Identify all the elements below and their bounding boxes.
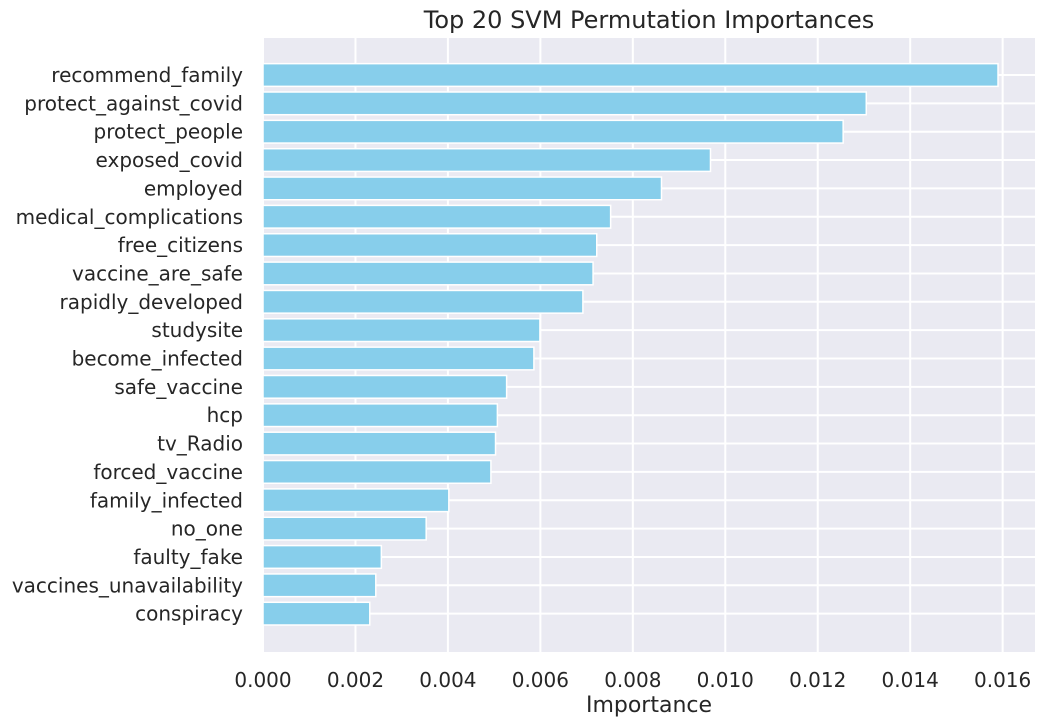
x-tick-label: 0.002 xyxy=(327,668,384,692)
bar-hcp xyxy=(262,403,499,428)
y-tick-label: become_infected xyxy=(72,347,243,371)
x-tick-label: 0.008 xyxy=(604,668,661,692)
bar-rapidly_developed xyxy=(262,289,584,314)
bar-free_citizens xyxy=(262,233,598,258)
y-tick-label: hcp xyxy=(207,403,243,427)
bar-safe_vaccine xyxy=(262,374,508,399)
y-tick-label: vaccines_unavailability xyxy=(12,573,243,597)
y-tick-label: faulty_fake xyxy=(133,545,243,569)
bar-family_infected xyxy=(262,488,450,513)
bar-studysite xyxy=(262,318,541,343)
y-tick-label: medical_complications xyxy=(16,205,243,229)
x-tick-label: 0.012 xyxy=(789,668,846,692)
x-tick-labels: 0.000 0.002 0.004 0.006 0.008 0.010 0.012 0.014… xyxy=(234,668,1031,692)
y-tick-label: free_citizens xyxy=(118,233,243,257)
bar-employed xyxy=(262,176,663,201)
bar-tv_Radio xyxy=(262,431,497,456)
bar-become_infected xyxy=(262,346,535,371)
bar-protect_against_covid xyxy=(262,91,868,116)
bar-exposed_covid xyxy=(262,147,712,173)
chart-title: Top 20 SVM Permutation Importances xyxy=(423,6,874,34)
x-tick-label: 0.010 xyxy=(697,668,754,692)
bar-forced_vaccine xyxy=(262,459,492,484)
y-tick-label: family_infected xyxy=(90,488,243,512)
y-tick-labels: recommend_family protect_against_covidpro… xyxy=(12,63,243,626)
y-tick-label: protect_against_covid xyxy=(24,91,243,115)
y-tick-label: vaccine_are_safe xyxy=(72,261,243,285)
y-tick-label: no_one xyxy=(171,517,243,541)
bar-faulty_fake xyxy=(262,544,383,570)
y-tick-label: forced_vaccine xyxy=(93,460,243,484)
bar-no_one xyxy=(262,516,427,541)
y-tick-label: studysite xyxy=(151,318,243,342)
bar-vaccine_are_safe xyxy=(262,261,594,286)
y-tick-label: employed xyxy=(144,176,243,200)
y-tick-label: conspiracy xyxy=(135,602,243,626)
y-tick-label: exposed_covid xyxy=(96,148,243,172)
bar-recommend_family xyxy=(262,62,999,88)
bar-conspiracy xyxy=(262,601,371,626)
x-tick-label: 0.016 xyxy=(974,668,1031,692)
x-tick-label: 0.004 xyxy=(419,668,476,692)
bar-medical_complications xyxy=(262,204,612,229)
x-tick-label: 0.000 xyxy=(234,668,291,692)
bars xyxy=(262,62,999,626)
y-tick-label: rapidly_developed xyxy=(60,290,243,314)
y-tick-label: tv_Radio xyxy=(157,432,243,456)
bar-vaccines_unavailability xyxy=(262,573,377,598)
y-tick-label: recommend_family xyxy=(51,63,243,87)
y-tick-label: safe_vaccine xyxy=(114,375,243,399)
x-tick-label: 0.006 xyxy=(512,668,569,692)
bar-protect_people xyxy=(262,119,844,144)
x-axis-label: Importance xyxy=(586,693,712,718)
y-tick-label: protect_people xyxy=(94,120,244,144)
x-tick-label: 0.014 xyxy=(882,668,939,692)
